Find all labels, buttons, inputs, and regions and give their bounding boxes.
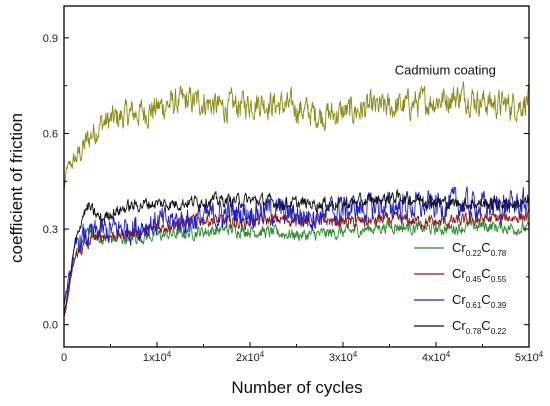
legend-label: Cr0.45C0.55 <box>452 266 507 284</box>
legend-label: Cr0.61C0.39 <box>452 292 507 310</box>
series-layer <box>63 81 530 318</box>
x-tick-label: 1x104 <box>143 350 172 364</box>
legend-label: Cr0.78C0.22 <box>452 318 507 336</box>
series-line-3 <box>63 207 530 318</box>
y-tick-label: 0.6 <box>43 128 58 140</box>
y-tick-label: 0.0 <box>43 320 58 332</box>
series-line-1 <box>63 81 530 191</box>
series-line-4 <box>63 186 530 305</box>
series-line-5 <box>63 189 530 315</box>
legend-label: Cr0.22C0.78 <box>452 240 507 258</box>
x-axis-title: Number of cycles <box>231 378 362 397</box>
series-line-2 <box>63 217 530 305</box>
y-tick-label: 0.9 <box>43 33 58 45</box>
legend: Cr0.22C0.78 Cr0.45C0.55 Cr0.61C0.39 Cr0.78C… <box>414 240 507 336</box>
x-tick-label: 0 <box>61 352 67 364</box>
x-tick-label: 5x104 <box>515 350 544 364</box>
x-tick-label: 2x104 <box>236 350 265 364</box>
y-tick-label: 0.3 <box>43 224 58 236</box>
y-axis-title: coefficient of friction <box>7 113 26 263</box>
ticks-layer <box>63 37 530 347</box>
x-tick-label: 4x104 <box>422 350 451 364</box>
annotation-cadmium-coating: Cadmium coating <box>395 63 496 78</box>
tick-label-layer: 0 1x104 2x104 3x104 4x104 5x104 0.0 0.3 0.6 0.9 <box>43 33 544 364</box>
x-tick-label: 3x104 <box>329 350 358 364</box>
